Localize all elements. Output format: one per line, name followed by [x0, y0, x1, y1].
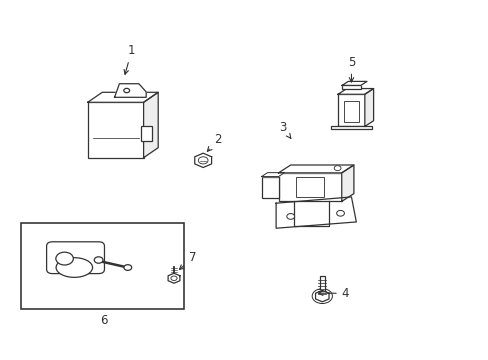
Ellipse shape	[56, 258, 92, 277]
Circle shape	[333, 166, 340, 171]
Polygon shape	[342, 81, 366, 85]
Polygon shape	[364, 89, 373, 126]
Text: 1: 1	[124, 44, 135, 74]
Circle shape	[123, 88, 129, 93]
Circle shape	[123, 265, 131, 270]
Bar	[342, 85, 360, 89]
Bar	[261, 176, 278, 198]
Text: 2: 2	[207, 134, 221, 151]
Text: 4: 4	[318, 287, 348, 300]
Circle shape	[94, 257, 103, 263]
Circle shape	[286, 213, 294, 219]
Bar	[278, 173, 341, 202]
Polygon shape	[341, 165, 353, 202]
Polygon shape	[114, 84, 146, 97]
Polygon shape	[278, 165, 353, 173]
Circle shape	[171, 276, 177, 280]
Text: 6: 6	[100, 314, 107, 327]
Polygon shape	[337, 89, 373, 94]
Bar	[141, 126, 152, 141]
Text: 3: 3	[278, 121, 290, 138]
Bar	[21, 223, 183, 309]
FancyBboxPatch shape	[46, 242, 104, 274]
Polygon shape	[143, 92, 158, 158]
Polygon shape	[194, 153, 211, 167]
Circle shape	[56, 252, 73, 265]
Bar	[295, 177, 324, 197]
Polygon shape	[276, 197, 356, 228]
Text: 5: 5	[347, 55, 354, 82]
Polygon shape	[87, 92, 158, 102]
Circle shape	[311, 289, 332, 303]
Bar	[344, 101, 358, 122]
Bar	[337, 94, 364, 126]
Text: 7: 7	[179, 251, 196, 270]
Bar	[331, 126, 371, 129]
Polygon shape	[315, 291, 328, 302]
Polygon shape	[168, 273, 180, 283]
Bar	[319, 276, 324, 296]
Polygon shape	[261, 173, 284, 176]
Circle shape	[198, 157, 207, 164]
Circle shape	[336, 211, 344, 216]
Bar	[87, 102, 143, 158]
